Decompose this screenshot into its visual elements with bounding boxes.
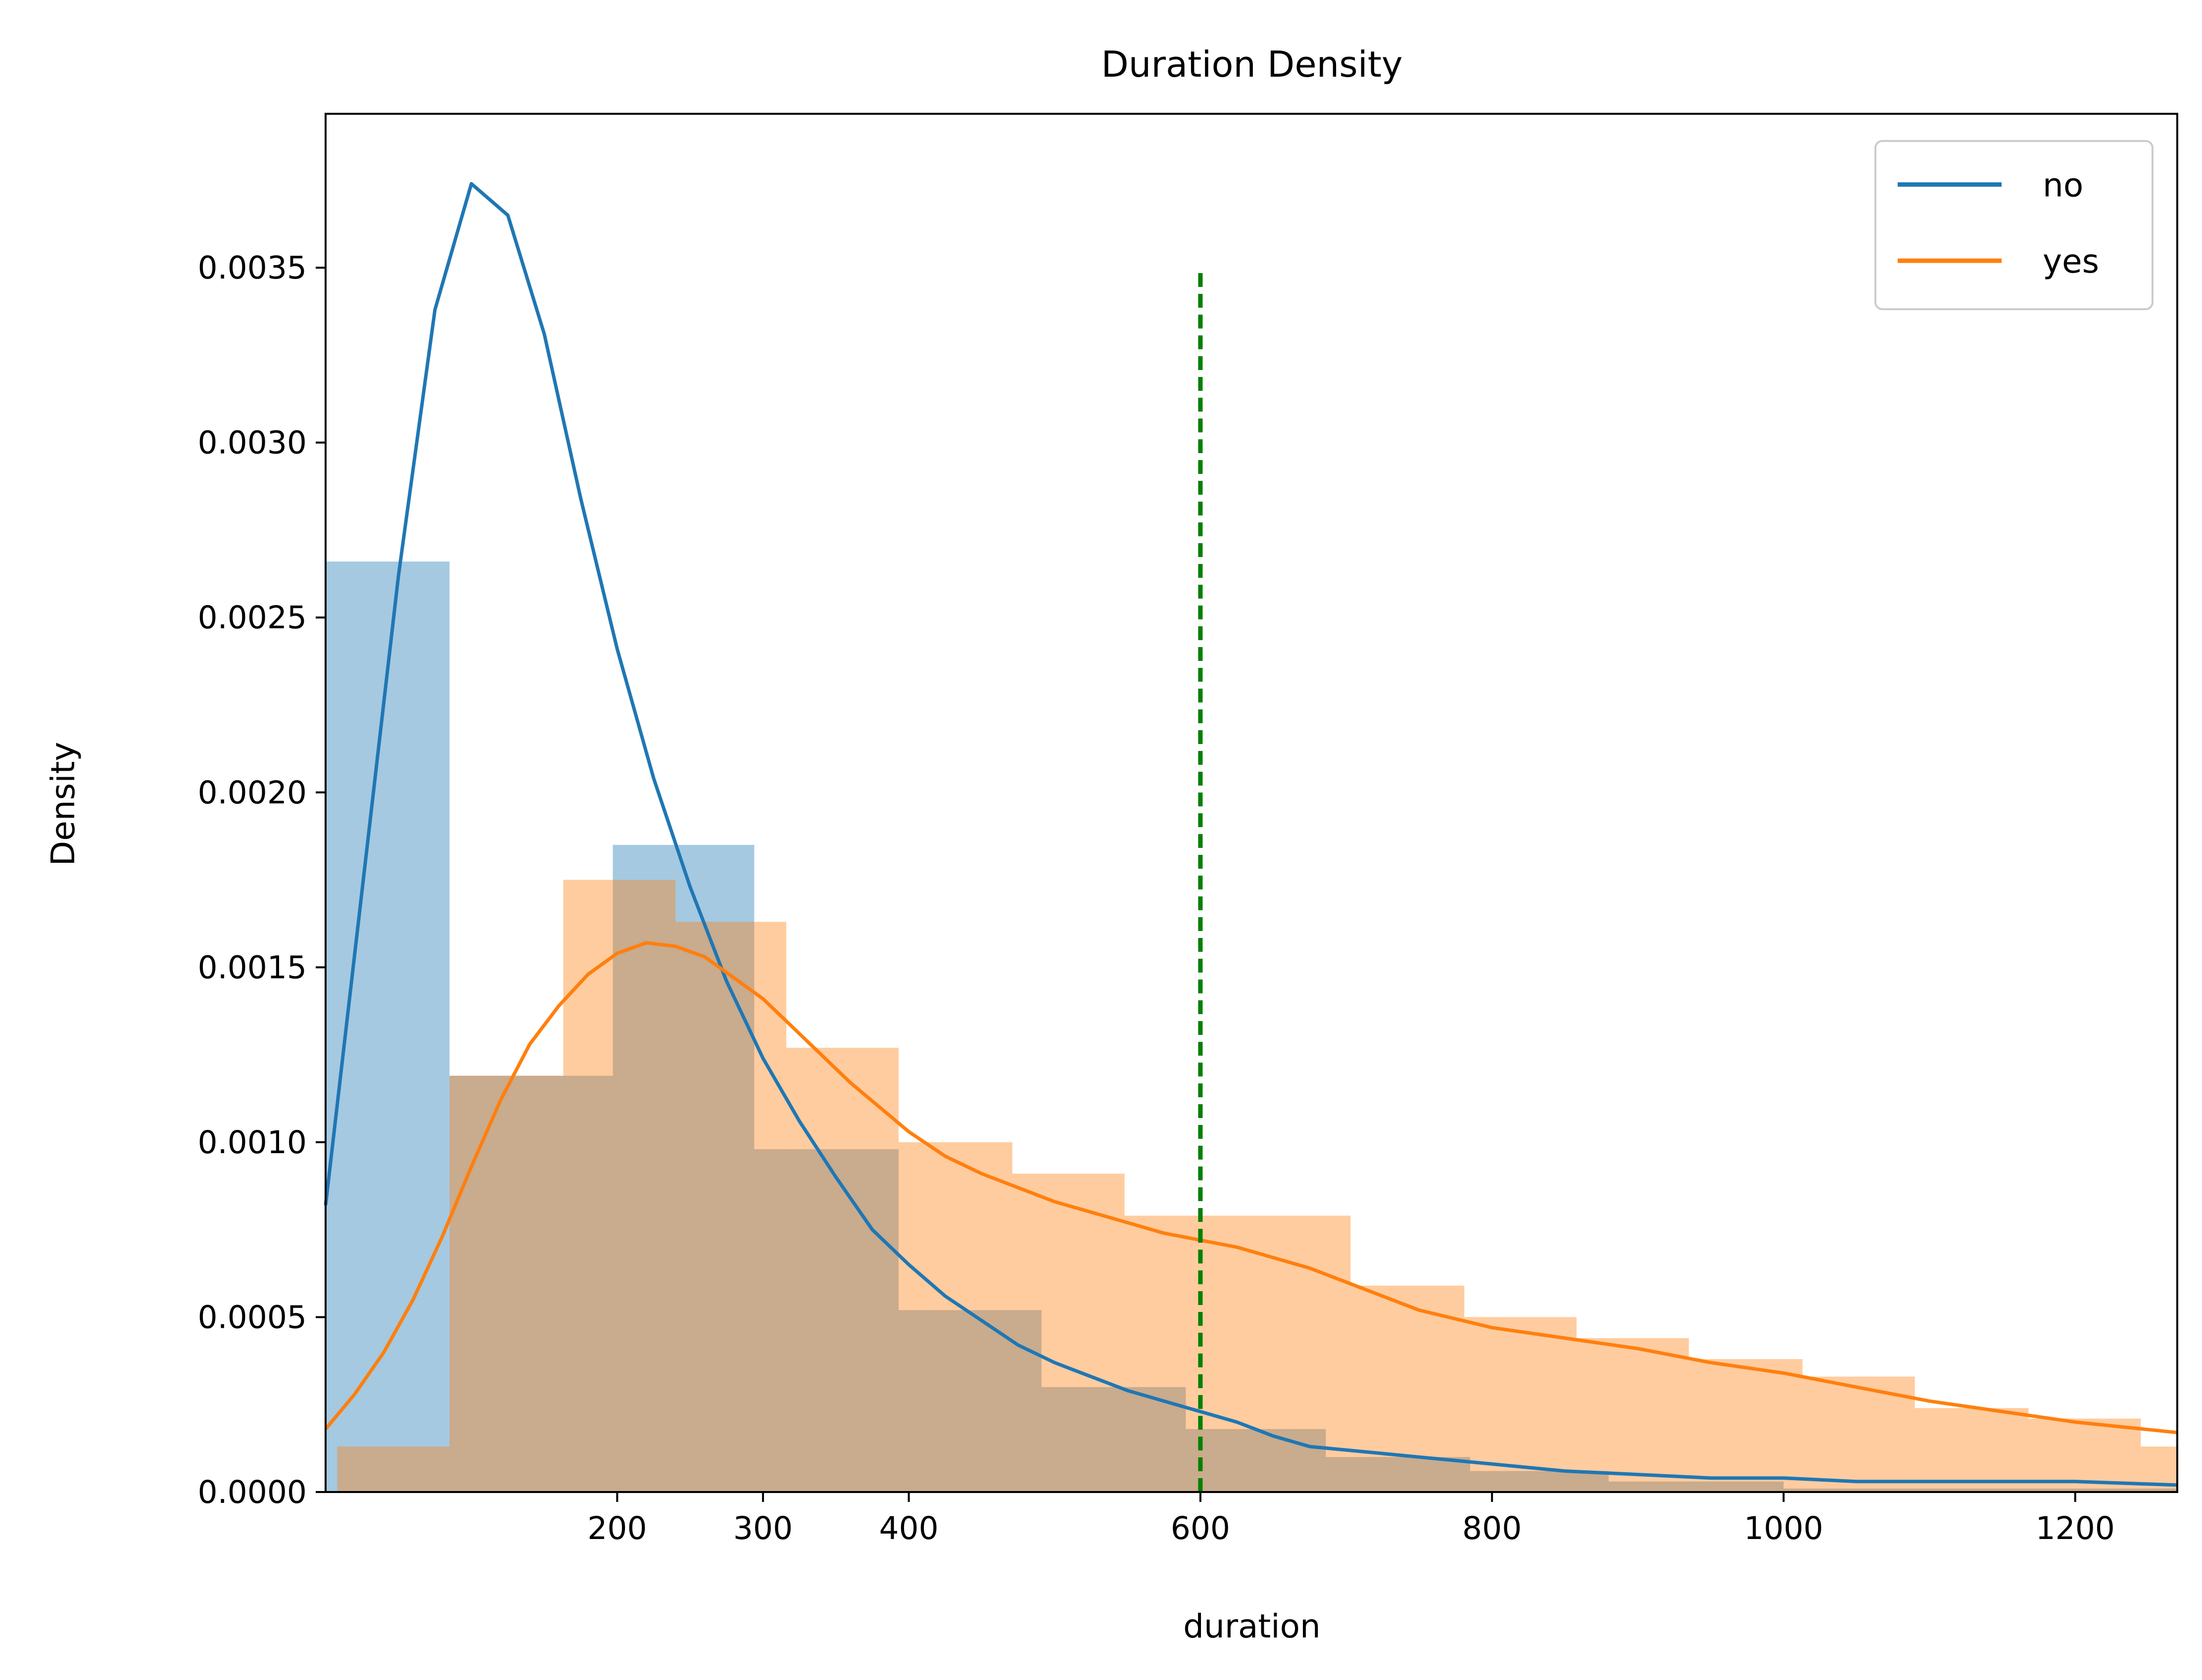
y-tick-label-7: 0.0035: [198, 250, 307, 286]
kde-line-no: [324, 182, 2178, 1487]
hist-bar-yes-7: [1124, 1215, 1351, 1492]
legend: no yes: [1874, 140, 2154, 310]
hist-bar-yes-6: [1012, 1173, 1125, 1492]
x-tick-label-800: 800: [1462, 1510, 1522, 1546]
hist-bar-no-4: [898, 1310, 1042, 1492]
hist-bar-no-9: [1608, 1481, 1784, 1492]
hist-bar-no-3: [754, 1149, 899, 1492]
y-tick-label-4: 0.0020: [198, 775, 307, 811]
hist-bar-yes-2: [563, 880, 676, 1492]
y-tick-label-6: 0.0030: [198, 425, 307, 461]
hist-bar-no-0: [326, 561, 450, 1492]
chart-title: Duration Density: [1101, 44, 1402, 85]
hist-bar-no-10: [1783, 1488, 2177, 1492]
y-tick-label-3: 0.0015: [198, 949, 307, 985]
hist-bar-yes-10: [1577, 1338, 1689, 1492]
hist-bar-no-7: [1326, 1457, 1470, 1492]
legend-box: [1874, 140, 2154, 310]
hist-bar-no-2: [613, 844, 755, 1492]
hist-bar-yes-5: [898, 1142, 1012, 1492]
hist-bar-yes-11: [1688, 1359, 1803, 1492]
hist-bar-yes-4: [786, 1047, 899, 1492]
x-axis-ticks: 200 300 400 600 800 1000 1200: [587, 1492, 2115, 1546]
x-tick-label-600: 600: [1171, 1510, 1230, 1546]
y-tick-label-2: 0.0010: [198, 1124, 307, 1161]
x-tick-label-300: 300: [733, 1510, 793, 1546]
plot-area: [324, 182, 2178, 1492]
y-tick-label-1: 0.0005: [198, 1299, 307, 1335]
x-tick-label-1000: 1000: [1744, 1510, 1823, 1546]
hist-bar-no-1: [449, 1075, 613, 1492]
hist-bar-no-6: [1186, 1429, 1326, 1492]
axes-frame: [325, 113, 2178, 1493]
x-tick-label-400: 400: [879, 1510, 938, 1546]
histogram-yes: [337, 880, 2177, 1492]
y-axis-ticks: 0.0000 0.0005 0.0010 0.0015 0.0020 0.0025 0.00…: [198, 250, 326, 1510]
hist-bar-no-5: [1041, 1387, 1186, 1492]
hist-bar-yes-14: [2028, 1418, 2141, 1492]
hist-bar-yes-3: [675, 922, 787, 1492]
x-tick-label-200: 200: [587, 1510, 647, 1546]
hist-bar-no-8: [1470, 1471, 1609, 1492]
histogram-no: [326, 561, 2177, 1492]
y-tick-label-0: 0.0000: [198, 1474, 307, 1510]
y-axis-label: Density: [44, 742, 82, 866]
hist-bar-yes-1: [449, 1075, 564, 1492]
kde-line-yes: [324, 941, 2178, 1435]
x-axis-label: duration: [1183, 1607, 1321, 1645]
x-tick-label-1200: 1200: [2036, 1510, 2115, 1546]
y-tick-label-5: 0.0025: [198, 600, 307, 636]
legend-label-no: no: [2043, 166, 2083, 204]
hist-bar-yes-13: [1915, 1408, 2029, 1492]
legend-label-yes: yes: [2043, 242, 2099, 280]
hist-bar-yes-0: [337, 1447, 450, 1492]
